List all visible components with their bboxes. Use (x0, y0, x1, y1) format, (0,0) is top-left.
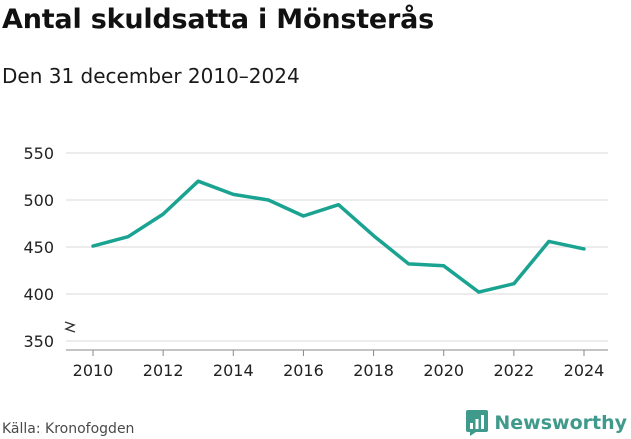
x-tick-label: 2014 (213, 361, 254, 380)
x-tick-label: 2018 (353, 361, 394, 380)
data-point (407, 262, 411, 266)
data-point (547, 239, 551, 243)
x-tick-label: 2012 (143, 361, 184, 380)
data-point (582, 247, 586, 251)
series-line (91, 179, 586, 294)
y-tick-label: 550 (23, 144, 54, 163)
data-point (301, 214, 305, 218)
x-tick-label: 2022 (493, 361, 534, 380)
data-point (126, 235, 130, 239)
source-text: Källa: Kronofogden (2, 421, 135, 437)
data-point (161, 212, 165, 216)
data-point (442, 264, 446, 268)
chart-logo-icon (466, 410, 489, 436)
x-tick-label: 2010 (73, 361, 114, 380)
data-point (372, 234, 376, 238)
axis-break-icon (64, 321, 76, 333)
brand-name: Newsworthy (494, 412, 627, 434)
data-point (512, 282, 516, 286)
x-tick-label: 2020 (423, 361, 464, 380)
brand-logo: Newsworthy (466, 410, 627, 436)
data-point (337, 203, 341, 207)
data-point (231, 192, 235, 196)
data-point (196, 179, 200, 183)
x-tick-label: 2024 (564, 361, 605, 380)
y-tick-label: 450 (23, 238, 54, 257)
y-tick-label: 500 (23, 191, 54, 210)
chart-title: Antal skuldsatta i Mönsterås (2, 4, 435, 35)
data-point (266, 198, 270, 202)
chart-subtitle: Den 31 december 2010–2024 (2, 64, 300, 88)
x-tick-label: 2016 (283, 361, 324, 380)
data-point (91, 244, 95, 248)
y-tick-label: 350 (23, 332, 54, 351)
y-tick-label: 400 (23, 285, 54, 304)
data-point (477, 290, 481, 294)
